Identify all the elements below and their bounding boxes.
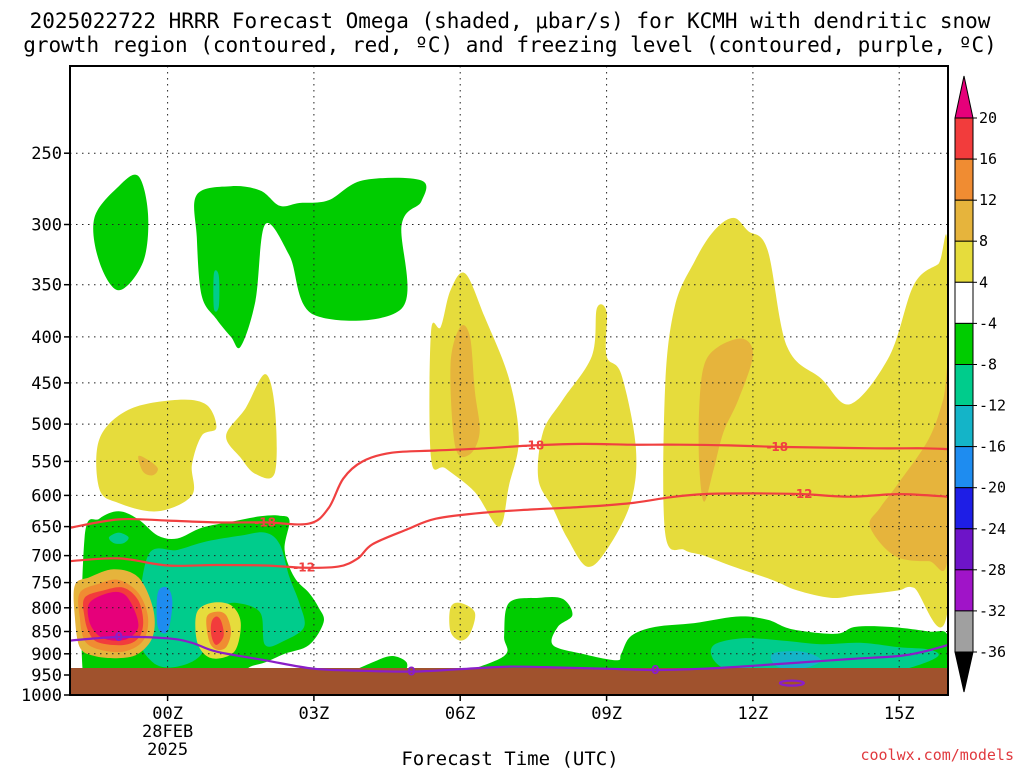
- y-tick-label: 850: [31, 623, 62, 643]
- colorbar-label: -12: [979, 397, 1006, 415]
- chart-title-line-1: 2025022722 HRRR Forecast Omega (shaded, …: [30, 9, 991, 33]
- colorbar-label: 16: [979, 150, 997, 168]
- colorbar-label: -16: [979, 438, 1006, 456]
- omega-shaded-region: [96, 399, 217, 512]
- colorbar-label: -8: [979, 356, 997, 374]
- y-tick-label: 350: [31, 276, 62, 296]
- colorbar-label: 12: [979, 191, 997, 209]
- y-axis: 2503003504004505005506006507007508008509…: [21, 144, 70, 706]
- y-tick-label: 500: [31, 415, 62, 435]
- colorbar-label: -20: [979, 479, 1006, 497]
- ground-band: [70, 668, 948, 695]
- y-tick-label: 900: [31, 645, 62, 665]
- colorbar-label: -24: [979, 520, 1006, 538]
- colorbar-swatch: [954, 528, 974, 571]
- plot-frame: [69, 65, 949, 696]
- omega-shaded-region: [449, 602, 476, 641]
- omega-shaded-region: [210, 616, 224, 645]
- colorbar-swatch: [954, 405, 974, 448]
- y-tick-label: 1000: [21, 686, 62, 706]
- contour-label: -12: [293, 561, 315, 575]
- contour-label: -12: [791, 487, 813, 501]
- omega-shaded-region: [213, 270, 220, 312]
- omega-shaded-region: [194, 177, 427, 349]
- y-tick-label: 250: [31, 144, 62, 164]
- y-tick-label: 550: [31, 452, 62, 472]
- colorbar-bottom-triangle: [954, 651, 974, 693]
- y-tick-label: 450: [31, 374, 62, 394]
- colorbar-label: -36: [979, 643, 1006, 661]
- y-tick-label: 950: [31, 666, 62, 686]
- dendritic-contour-minus12: [70, 492, 948, 569]
- x-tick-date-label: 28FEB: [142, 722, 193, 742]
- x-tick-label: 00Z: [152, 704, 183, 724]
- y-tick-label: 600: [31, 486, 62, 506]
- omega-shaded-region: [869, 365, 948, 571]
- credit-text: coolwx.com/models: [860, 746, 1014, 764]
- dendritic-contour-minus18: [70, 442, 948, 529]
- contour-layer: -18 -18 -18 -12 -12 0 0 0: [70, 438, 948, 687]
- colorbar-label: -28: [979, 561, 1006, 579]
- omega-shaded-region: [93, 174, 149, 291]
- x-axis-label: Forecast Time (UTC): [401, 748, 618, 768]
- omega-shaded-region: [156, 586, 173, 634]
- colorbar-swatch: [954, 117, 974, 160]
- x-tick-label: 06Z: [445, 704, 476, 724]
- contour-label: 0: [407, 665, 415, 679]
- freezing-level-contour: [70, 635, 948, 673]
- omega-shaded-region: [87, 591, 139, 641]
- y-tick-label: 800: [31, 599, 62, 619]
- colorbar-swatch: [954, 322, 974, 365]
- contour-label: -18: [766, 440, 788, 454]
- omega-shaded-region: [226, 374, 277, 479]
- colorbar-swatch: [954, 610, 974, 653]
- contour-label: 0: [115, 630, 123, 644]
- y-tick-label: 400: [31, 328, 62, 348]
- contour-label: 0: [651, 663, 659, 677]
- colorbar-swatch: [954, 240, 974, 283]
- y-tick-label: 700: [31, 547, 62, 567]
- colorbar-label: 20: [979, 109, 997, 127]
- y-tick-label: 750: [31, 574, 62, 594]
- colorbar-swatch: [954, 281, 974, 324]
- colorbar-top-triangle: [954, 75, 974, 119]
- omega-shaded-region: [138, 455, 158, 476]
- colorbar-label: 8: [979, 232, 988, 250]
- omega-shaded-region: [537, 304, 637, 567]
- y-tick-label: 300: [31, 216, 62, 236]
- contour-label: -18: [254, 515, 276, 529]
- y-tick-label: 650: [31, 518, 62, 538]
- colorbar-swatch: [954, 446, 974, 489]
- colorbar-label: 4: [979, 273, 988, 291]
- colorbar-swatch: [954, 569, 974, 612]
- omega-shading-layer: [73, 174, 948, 695]
- x-tick-label: 09Z: [591, 704, 622, 724]
- contour-label: -18: [523, 438, 545, 452]
- colorbar-swatch: [954, 487, 974, 530]
- x-tick-label: 12Z: [738, 704, 769, 724]
- colorbar-swatch: [954, 199, 974, 242]
- x-tick-year-label: 2025: [147, 740, 188, 760]
- colorbar: 20 16 12 8 4 -4 -8 -12 -16 -20 -24 -28 -32 -36: [954, 75, 1006, 693]
- small-freezing-contour: [778, 679, 806, 687]
- colorbar-label: -32: [979, 602, 1006, 620]
- colorbar-label: -4: [979, 314, 997, 332]
- omega-shaded-region: [108, 532, 129, 544]
- colorbar-swatch: [954, 158, 974, 201]
- chart-title-line-2: growth region (contoured, red, ºC) and f…: [23, 33, 997, 57]
- x-tick-label: 03Z: [299, 704, 330, 724]
- x-tick-label: 15Z: [884, 704, 915, 724]
- colorbar-swatch: [954, 364, 974, 407]
